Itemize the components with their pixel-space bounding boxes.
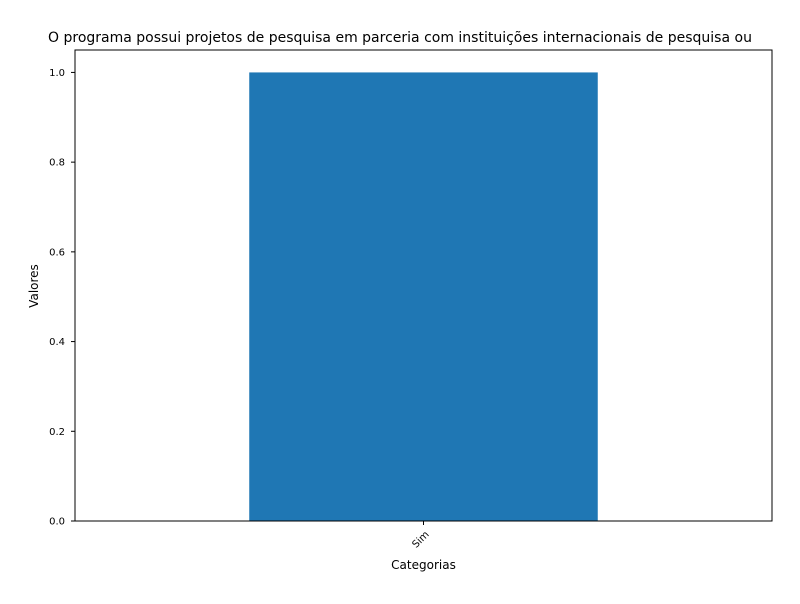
y-tick-label: 0.0	[49, 517, 65, 528]
y-axis-label: Valores	[27, 264, 41, 308]
y-axis-ticks: 0.0 0.2 0.4 0.6 0.8 1.0	[49, 68, 75, 528]
y-tick-label: 0.4	[49, 337, 65, 348]
plot-area	[249, 72, 598, 521]
y-tick-label: 1.0	[49, 68, 65, 79]
y-tick-label: 0.6	[49, 247, 65, 258]
x-axis-label: Categorias	[391, 558, 456, 572]
chart-title: O programa possui projetos de pesquisa e…	[48, 30, 752, 46]
x-tick-label: Sim	[410, 529, 431, 550]
y-tick-label: 0.8	[49, 158, 65, 169]
y-tick-label: 0.2	[49, 427, 65, 438]
axes-frame	[74, 49, 773, 522]
bar-sim	[249, 72, 598, 521]
x-axis-ticks: Sim	[410, 521, 432, 550]
